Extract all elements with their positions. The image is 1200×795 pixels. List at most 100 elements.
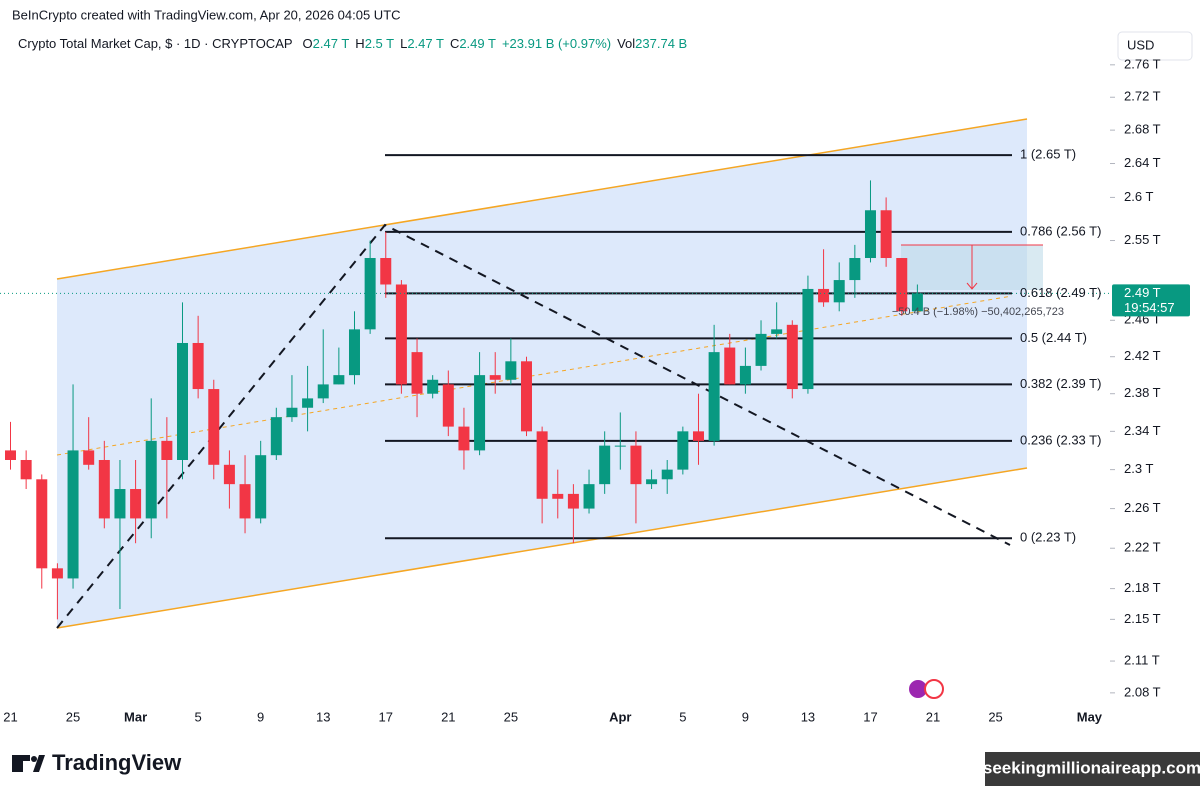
brand: TradingView [52,750,182,775]
last-price-box [1112,284,1190,317]
candle-body [724,347,736,385]
candle-body [849,258,861,281]
candle-body [520,361,532,432]
candle-body [20,459,32,480]
marks [0,64,1115,694]
candle-body [567,493,579,509]
fib-label: 0.5 (2.44 T) [1020,330,1087,345]
x-tick-label: 13 [316,709,330,724]
legend-key: L [400,36,407,51]
candle-body [130,489,142,519]
event-icon[interactable] [909,680,927,698]
legend-value: 237.74 B [635,36,687,51]
x-tick-label: 17 [863,709,877,724]
candle-body [51,568,63,579]
candle-body [536,431,548,499]
candle-body [646,479,658,485]
x-tick-label: 13 [801,709,815,724]
legend-change: +23.91 B (+0.97%) [502,36,611,51]
y-tick-label: 2.11 T [1124,652,1160,667]
y-tick-label: 2.38 T [1124,385,1161,400]
candle-body [692,431,704,441]
candle-body [145,440,157,519]
candle-body [802,288,814,390]
candle-body [348,329,360,376]
channel-lower [56,467,1028,629]
candle-body [771,329,783,334]
x-tick-label: 21 [441,709,455,724]
y-tick-label: 2.3 T [1124,461,1153,476]
measure-label: −50.4 B (−1.98%) −50,402,265,723 [892,306,1064,318]
legend: Crypto Total Market Cap, $ · 1D · CRYPTO… [18,36,687,51]
fib-label: 0 (2.23 T) [1020,530,1076,545]
fib-label: 0.236 (2.33 T) [1020,432,1101,447]
candle-body [364,258,376,330]
legend-key: O [303,36,313,51]
x-tick-label: 9 [257,709,264,724]
candle-body [896,258,908,312]
y-tick-label: 2.26 T [1124,500,1161,515]
y-tick-label: 2.15 T [1124,611,1161,626]
legend-value: 2.47 T [407,36,444,51]
legend-value: 2.5 T [365,36,394,51]
x-tick-label: Mar [124,709,147,724]
x-tick-label: 21 [926,709,940,724]
x-tick-label: Apr [609,709,631,724]
measure-arrowhead [966,282,978,290]
channel-upper [56,118,1028,280]
currency-box[interactable] [1117,31,1193,61]
legend-key: Vol [617,36,635,51]
candle-body [739,365,751,385]
candle-body [239,484,251,519]
candle-body [880,210,892,259]
y-tick-label: 2.64 T [1124,155,1161,170]
trend-path [56,223,1011,629]
x-tick-label: 25 [988,709,1002,724]
y-tick-label: 2.55 T [1124,232,1161,247]
candle-body [458,426,470,451]
y-tick-label: 2.22 T [1124,540,1161,555]
candle-body [677,431,689,470]
candle-body [114,489,126,519]
y-tick-label: 2.72 T [1124,89,1161,104]
x-tick-label: 25 [66,709,80,724]
candle-body [786,324,798,390]
candle-body [208,389,220,465]
channel-fill [57,119,1027,628]
candle-body [223,464,235,485]
candle-body [270,417,282,456]
candle-body [583,484,595,509]
candle-body [36,479,48,569]
candle-body [255,455,267,519]
y-tick-label: 2.18 T [1124,580,1161,595]
y-tick-label: 2.76 T [1124,56,1161,71]
legend-key: H [355,36,364,51]
y-tick-label: 2.6 T [1124,189,1153,204]
countdown: 19:54:57 [1124,300,1175,315]
candle-body [380,258,392,285]
candle-body [833,280,845,303]
candle-body [302,398,314,408]
event-icon[interactable] [924,679,944,699]
fib-label: 0.786 (2.56 T) [1020,223,1101,238]
x-tick-label: May [1077,709,1103,724]
candle-body [67,450,79,579]
candle-body [5,450,16,460]
x-tick-label: 25 [504,709,518,724]
currency: USD [1127,37,1154,52]
watermark: seekingmillionaireapp.com [983,758,1200,777]
candle-body [192,342,204,390]
candle-body [818,288,830,303]
candle-body [489,375,501,380]
candle-body [317,384,329,399]
candle-body [552,493,564,499]
y-tick-label: 2.34 T [1124,423,1161,438]
fib-label: 1 (2.65 T) [1020,147,1076,162]
candle-body [708,352,720,441]
candle-body [427,379,439,394]
watermark-box [985,752,1200,786]
candle-body [755,333,767,366]
x-tick-label: 5 [195,709,202,724]
candle-body [442,384,454,427]
